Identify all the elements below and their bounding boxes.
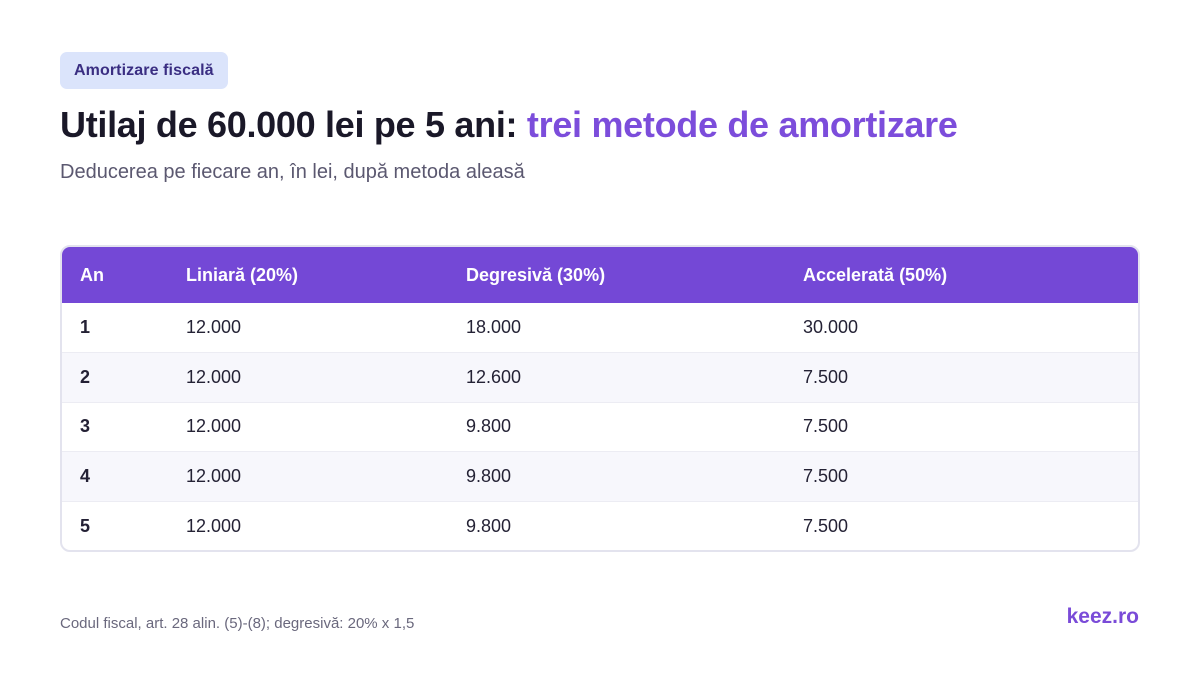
cell-degressive: 9.800 [466, 466, 512, 487]
cell-degressive: 18.000 [466, 317, 522, 338]
cell-linear: 12.000 [186, 416, 242, 437]
header-year: An [80, 264, 104, 285]
table-header-row: An Liniară (20%) Degresivă (30%) Acceler… [62, 247, 1138, 303]
cell-linear: 12.000 [186, 466, 242, 487]
table-row: 5 12.000 9.800 7.500 [62, 501, 1138, 550]
cell-year: 5 [80, 515, 91, 536]
cell-accelerated: 30.000 [803, 317, 859, 338]
page-subtitle: Deducerea pe fiecare an, în lei, după me… [60, 161, 525, 183]
cell-accelerated: 7.500 [803, 416, 849, 437]
source-footnote: Codul fiscal, art. 28 alin. (5)-(8); deg… [60, 615, 415, 632]
cell-year: 1 [80, 317, 91, 338]
cell-linear: 12.000 [186, 515, 242, 536]
cell-linear: 12.000 [186, 366, 242, 387]
brand-logo: keez.ro [1066, 605, 1139, 628]
cell-degressive: 9.800 [466, 416, 512, 437]
title-accent: trei metode de amortizare [526, 104, 958, 145]
title-main: Utilaj de 60.000 lei pe 5 ani: [60, 104, 527, 145]
cell-year: 4 [80, 466, 91, 487]
cell-degressive: 9.800 [466, 515, 512, 536]
cell-accelerated: 7.500 [803, 366, 849, 387]
cell-year: 2 [80, 366, 91, 387]
category-badge: Amortizare fiscală [60, 52, 228, 89]
table-row: 3 12.000 9.800 7.500 [62, 402, 1138, 452]
table-row: 4 12.000 9.800 7.500 [62, 451, 1138, 502]
cell-linear: 12.000 [186, 317, 242, 338]
header-degressive: Degresivă (30%) [466, 264, 606, 285]
table-row: 2 12.000 12.600 7.500 [62, 352, 1138, 403]
cell-year: 3 [80, 416, 91, 437]
depreciation-table: An Liniară (20%) Degresivă (30%) Acceler… [60, 245, 1140, 552]
header-linear: Liniară (20%) [186, 264, 299, 285]
cell-accelerated: 7.500 [803, 466, 849, 487]
page-title: Utilaj de 60.000 lei pe 5 ani: trei meto… [60, 104, 958, 146]
cell-accelerated: 7.500 [803, 515, 849, 536]
cell-degressive: 12.600 [466, 366, 522, 387]
table-row: 1 12.000 18.000 30.000 [62, 303, 1138, 353]
header-accelerated: Accelerată (50%) [803, 264, 948, 285]
